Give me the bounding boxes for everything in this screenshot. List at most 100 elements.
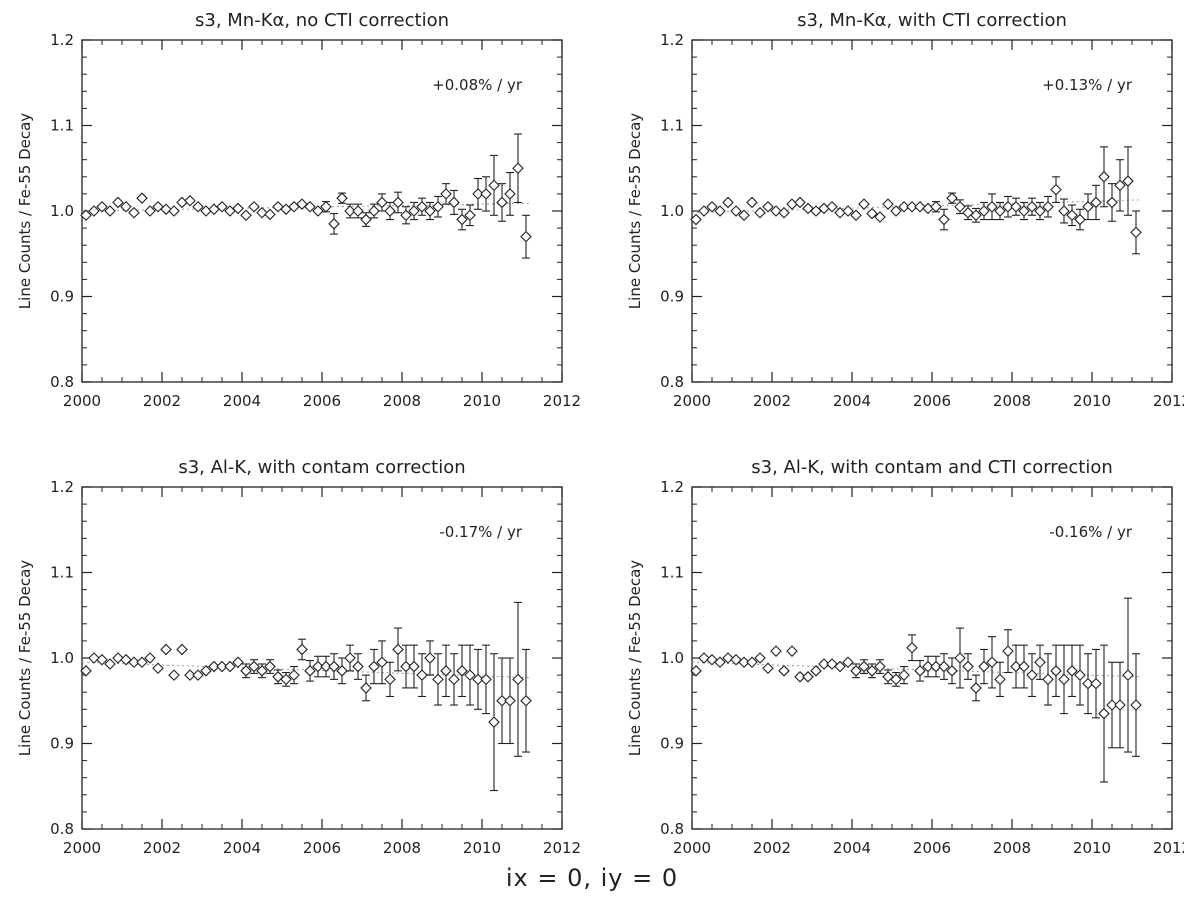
y-tick-label: 1.0 (660, 202, 684, 220)
data-point (240, 665, 252, 677)
data-point (256, 206, 268, 219)
data-point (424, 205, 436, 217)
data-point (336, 665, 348, 677)
data-point (496, 694, 508, 707)
data-point (448, 673, 460, 686)
data-point (344, 205, 356, 217)
x-tick-label: 2012 (543, 392, 581, 410)
data-point (408, 660, 420, 673)
data-point (408, 205, 420, 217)
data-point (898, 669, 910, 681)
data-point (112, 196, 124, 209)
data-point (698, 652, 710, 664)
data-point (754, 206, 766, 219)
data-point (938, 213, 950, 226)
data-point (978, 205, 990, 217)
data-point (714, 656, 726, 669)
chart-title: s3, Al-K, with contam and CTI correction (751, 457, 1113, 478)
slope-annotation: -0.16% / yr (1049, 523, 1133, 541)
y-tick-label: 0.8 (50, 820, 74, 838)
data-point (168, 205, 180, 217)
data-point (384, 673, 396, 686)
data-point (1058, 673, 1070, 686)
data-point (480, 188, 492, 200)
data-point (520, 694, 532, 707)
y-tick-label: 1.1 (50, 117, 74, 135)
y-tick-label: 1.2 (660, 478, 684, 496)
data-point (216, 660, 228, 673)
data-point (842, 656, 854, 669)
data-point (1114, 699, 1126, 711)
data-point (104, 658, 116, 670)
data-point (312, 660, 324, 673)
data-point (1034, 656, 1046, 669)
data-point (866, 665, 878, 677)
data-point (810, 665, 822, 677)
data-point (496, 196, 508, 209)
data-point (762, 200, 774, 213)
figure-footer: ix = 0, iy = 0 (505, 864, 679, 892)
data-point (994, 205, 1006, 217)
chart-title: s3, Al-K, with contam correction (178, 457, 465, 478)
data-point (738, 209, 750, 222)
data-point (1066, 209, 1078, 222)
data-point (802, 671, 814, 683)
data-point (906, 641, 918, 654)
data-point (512, 162, 524, 175)
x-tick-label: 2010 (1073, 839, 1111, 857)
y-tick-label: 0.9 (660, 288, 684, 306)
data-point (184, 669, 196, 681)
data-point (1018, 660, 1030, 673)
y-tick-label: 0.8 (660, 373, 684, 391)
data-point (136, 192, 148, 204)
data-point (1058, 205, 1070, 217)
data-point (504, 694, 516, 707)
slope-annotation: +0.13% / yr (1042, 76, 1133, 94)
data-point (360, 682, 372, 694)
y-tick-label: 0.9 (50, 288, 74, 306)
y-axis-label: Line Counts / Fe-55 Decay (16, 560, 34, 757)
data-point (954, 652, 966, 664)
data-point (1010, 200, 1022, 213)
data-point (144, 652, 156, 664)
data-point (488, 716, 500, 728)
panel-2: s3, Mn-Kα, with CTI correction 2000 2002 20… (626, 10, 1184, 410)
data-point (986, 656, 998, 669)
data-point (464, 669, 476, 681)
data-point (938, 660, 950, 673)
data-point (1130, 226, 1142, 239)
data-point (746, 196, 758, 209)
data-point (930, 660, 942, 673)
data-point (834, 206, 846, 219)
data-point (328, 218, 340, 230)
data-point (424, 652, 436, 664)
data-point (866, 207, 878, 220)
x-tick-label: 2010 (1073, 392, 1111, 410)
x-tick-label: 2010 (463, 839, 501, 857)
data-point (168, 669, 180, 681)
data-point (754, 652, 766, 664)
data-point (914, 200, 926, 213)
data-point (882, 198, 894, 210)
data-point (248, 200, 260, 213)
data-point (786, 645, 798, 657)
x-tick-label: 2008 (383, 839, 421, 857)
x-tick-label: 2008 (383, 392, 421, 410)
chart-title: s3, Mn-Kα, no CTI correction (195, 10, 449, 31)
x-tick-label: 2000 (63, 392, 101, 410)
data-point (858, 660, 870, 673)
data-point (946, 192, 958, 204)
data-point (80, 209, 92, 222)
data-point (488, 179, 500, 192)
data-point (1122, 175, 1134, 187)
x-tick-label: 2000 (63, 839, 101, 857)
data-point (400, 209, 412, 222)
y-tick-label: 1.2 (50, 478, 74, 496)
data-point (722, 196, 734, 209)
x-tick-label: 2012 (543, 839, 581, 857)
data-point (264, 660, 276, 673)
data-point (208, 660, 220, 673)
panel-1: s3, Mn-Kα, no CTI correction 2000 2002 2004… (16, 10, 581, 410)
data-point (906, 200, 918, 213)
data-point (464, 209, 476, 222)
